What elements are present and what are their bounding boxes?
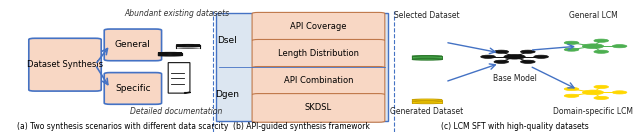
Circle shape xyxy=(494,60,509,63)
Bar xyxy=(176,45,200,46)
Text: Dsel: Dsel xyxy=(217,36,237,45)
Circle shape xyxy=(564,94,579,97)
Circle shape xyxy=(504,54,525,59)
FancyBboxPatch shape xyxy=(252,94,385,122)
Circle shape xyxy=(520,50,535,53)
Text: API Coverage: API Coverage xyxy=(290,22,347,31)
Bar xyxy=(412,56,442,58)
Text: General: General xyxy=(115,40,151,49)
Ellipse shape xyxy=(176,46,200,47)
FancyBboxPatch shape xyxy=(252,67,385,95)
Text: Base Model: Base Model xyxy=(493,74,536,83)
Bar xyxy=(158,54,182,55)
Polygon shape xyxy=(184,92,190,93)
Bar xyxy=(412,101,442,103)
FancyBboxPatch shape xyxy=(29,38,101,91)
Ellipse shape xyxy=(412,57,442,59)
Text: General LCM: General LCM xyxy=(569,11,618,20)
FancyBboxPatch shape xyxy=(104,29,161,61)
Ellipse shape xyxy=(412,59,442,60)
Ellipse shape xyxy=(158,52,182,54)
FancyBboxPatch shape xyxy=(252,39,385,68)
Bar xyxy=(412,58,442,59)
Circle shape xyxy=(564,87,579,91)
Text: Dgen: Dgen xyxy=(215,90,239,99)
Polygon shape xyxy=(168,63,190,93)
FancyBboxPatch shape xyxy=(216,13,388,121)
Ellipse shape xyxy=(176,44,200,46)
Ellipse shape xyxy=(158,54,182,55)
Ellipse shape xyxy=(158,55,182,56)
Text: Selected Dataset: Selected Dataset xyxy=(394,11,460,20)
Text: Generated Dataset: Generated Dataset xyxy=(390,107,464,116)
Text: SKDSL: SKDSL xyxy=(305,103,332,112)
Circle shape xyxy=(612,91,627,94)
Circle shape xyxy=(594,39,609,42)
Text: Length Distribution: Length Distribution xyxy=(278,49,359,58)
Circle shape xyxy=(494,50,509,53)
Text: Dataset Synthesis: Dataset Synthesis xyxy=(27,60,103,69)
Text: Abundant existing datasets: Abundant existing datasets xyxy=(124,9,229,18)
Text: API Combination: API Combination xyxy=(284,76,353,85)
Circle shape xyxy=(594,50,609,53)
FancyBboxPatch shape xyxy=(104,73,161,104)
Bar xyxy=(412,100,442,101)
Text: (b) API-guided synthesis framework: (b) API-guided synthesis framework xyxy=(234,122,371,131)
Bar xyxy=(158,53,182,54)
Ellipse shape xyxy=(176,47,200,48)
Circle shape xyxy=(481,55,495,58)
Circle shape xyxy=(582,44,604,49)
Text: Detailed documentation: Detailed documentation xyxy=(131,107,223,116)
Bar xyxy=(176,46,200,48)
Circle shape xyxy=(582,90,604,95)
Ellipse shape xyxy=(412,99,442,101)
Ellipse shape xyxy=(412,55,442,57)
Circle shape xyxy=(594,85,609,88)
Ellipse shape xyxy=(412,101,442,102)
Text: (c) LCM SFT with high-quality datasets: (c) LCM SFT with high-quality datasets xyxy=(441,122,588,131)
Text: Specific: Specific xyxy=(115,84,150,93)
Text: Domain-specific LCM: Domain-specific LCM xyxy=(553,107,633,116)
Circle shape xyxy=(520,60,535,63)
Ellipse shape xyxy=(412,102,442,104)
Circle shape xyxy=(564,48,579,51)
Circle shape xyxy=(564,41,579,44)
FancyBboxPatch shape xyxy=(252,12,385,41)
Text: (a) Two synthesis scenarios with different data scarcity: (a) Two synthesis scenarios with differe… xyxy=(17,122,228,131)
Circle shape xyxy=(534,55,548,58)
Circle shape xyxy=(594,96,609,100)
Circle shape xyxy=(612,45,627,48)
